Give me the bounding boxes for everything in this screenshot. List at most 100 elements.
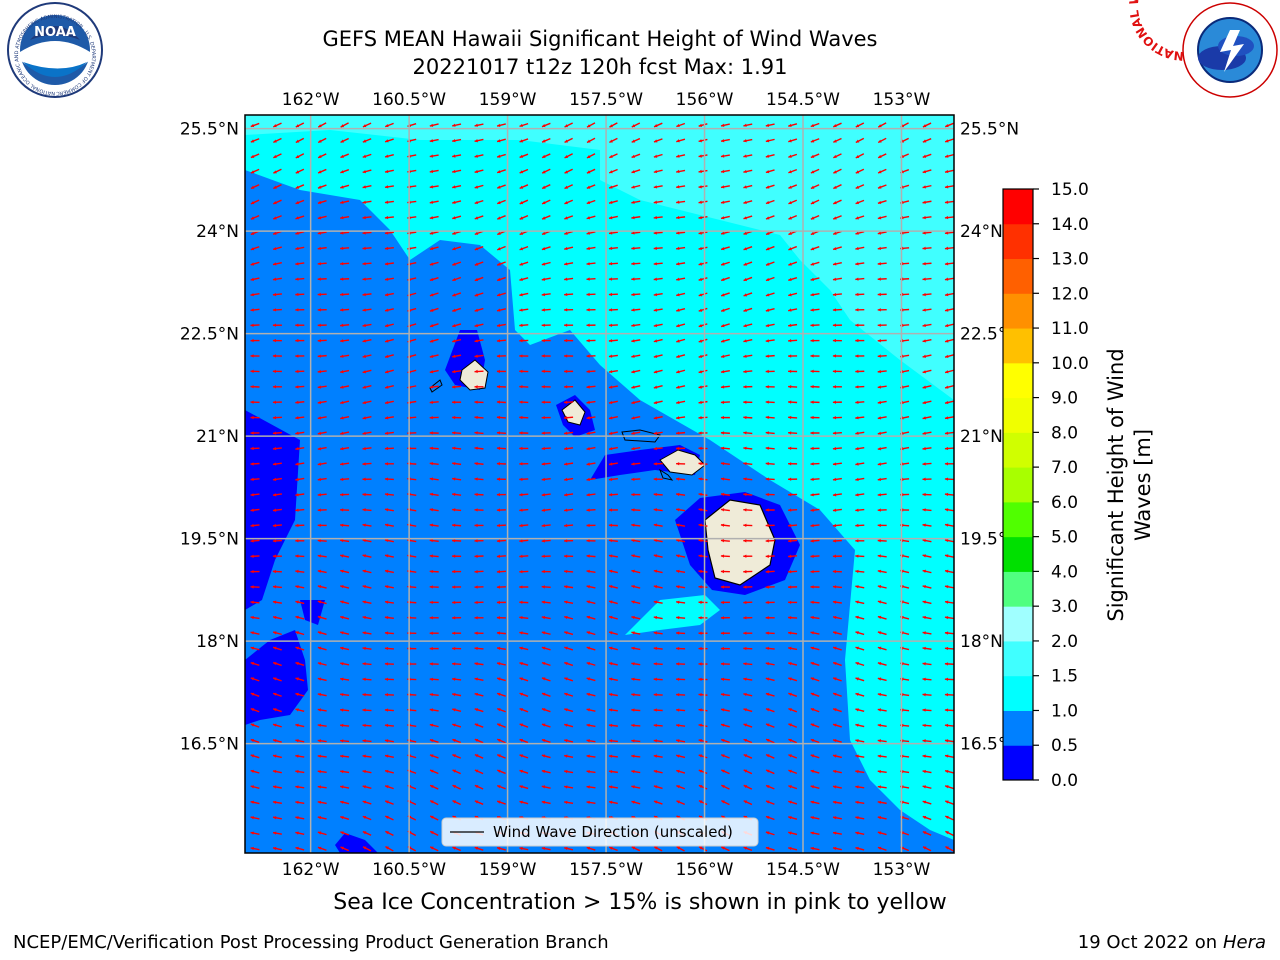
wind-arrow-934 (384, 569, 394, 574)
wind-arrow-1139 (676, 662, 686, 666)
wind-arrow-1372 (877, 769, 887, 774)
wind-arrow-1150 (922, 662, 932, 666)
wind-arrow-184 (788, 199, 798, 205)
wind-arrow-951 (765, 570, 775, 574)
wind-arrow-1333 (720, 754, 730, 759)
wind-arrow-681 (452, 446, 462, 450)
wind-arrow-104 (429, 169, 439, 174)
wind-arrow-563 (676, 385, 686, 389)
wind-arrow-1421 (541, 800, 551, 805)
wind-arrow-251 (855, 230, 865, 235)
wind-arrow-1169 (631, 677, 641, 681)
wind-arrow-812 (519, 508, 529, 512)
wind-arrow-1345 (272, 769, 282, 774)
wind-arrow-398 (564, 308, 574, 312)
wind-arrow-697 (810, 446, 820, 451)
wind-arrow-912 (608, 554, 618, 558)
wind-arrow-1260 (519, 723, 529, 728)
wind-arrow-1199 (586, 692, 596, 697)
wind-arrow-1322 (474, 753, 484, 759)
wind-arrow-787 (676, 492, 686, 497)
wind-arrow-683 (496, 446, 506, 450)
footer-host: Hera (1222, 932, 1266, 953)
wind-arrow-460 (519, 338, 529, 343)
wind-arrow-823 (765, 508, 775, 512)
wind-arrow-763 (855, 477, 865, 482)
wind-arrow-155 (855, 184, 865, 190)
wind-arrow-1328 (608, 754, 618, 758)
wind-arrow-526 (564, 369, 574, 374)
wind-arrow-1420 (519, 800, 529, 805)
wind-arrow-181 (720, 200, 730, 204)
wind-arrow-1371 (855, 769, 865, 774)
wind-arrow-1308 (877, 739, 887, 743)
wind-arrow-478 (922, 339, 932, 343)
wind-arrow-993 (272, 600, 282, 604)
wind-arrow-869 (362, 538, 372, 543)
wind-arrow-474 (832, 338, 842, 343)
colorbar-segment-8 (1003, 467, 1033, 503)
wind-arrow-178 (653, 200, 663, 204)
wind-arrow-258 (295, 246, 305, 251)
wind-arrow-1054 (922, 615, 932, 620)
wind-arrow-252 (877, 231, 887, 235)
wind-arrow-1444 (340, 815, 350, 820)
wind-arrow-1194 (474, 692, 484, 697)
wind-arrow-1038 (564, 615, 574, 620)
wind-arrow-722 (653, 462, 663, 466)
colorbar-segment-10 (1003, 397, 1033, 433)
wind-arrow-642 (295, 431, 305, 435)
wind-arrow-610 (295, 416, 305, 420)
wind-arrow-1279 (944, 723, 954, 728)
wind-arrow-1305 (810, 738, 820, 744)
wind-arrow-265 (452, 246, 462, 251)
wind-arrow-1207 (765, 692, 775, 697)
wind-arrow-1103 (586, 646, 596, 651)
wind-arrow-546 (295, 385, 305, 389)
wind-arrow-1274 (832, 723, 842, 728)
wind-arrow-1332 (698, 754, 708, 759)
wind-arrow-185 (810, 199, 820, 205)
wind-arrow-461 (541, 338, 551, 343)
wind-arrow-1193 (452, 692, 462, 697)
wind-arrow-578 (295, 400, 305, 405)
wind-arrow-1093 (362, 646, 372, 651)
lat-tick-left-0: 25.5°N (180, 120, 239, 140)
wind-arrow-272 (608, 246, 618, 251)
wind-arrow-675 (317, 446, 327, 451)
wind-arrow-899 (317, 554, 327, 558)
wind-arrow-392 (429, 307, 439, 312)
wind-arrow-852 (698, 523, 708, 527)
wind-arrow-1335 (765, 753, 775, 759)
wind-arrow-784 (608, 493, 618, 497)
wind-arrow-166 (384, 200, 394, 204)
wind-arrow-273 (631, 246, 641, 250)
wind-arrow-1532 (877, 846, 887, 851)
wind-arrow-1233 (631, 708, 641, 712)
wind-arrow-1263 (586, 723, 596, 728)
wind-arrow-47 (586, 137, 596, 144)
wind-arrow-834 (295, 523, 305, 528)
wind-arrow-1353 (452, 769, 461, 775)
wind-arrow-1424 (608, 800, 618, 805)
wind-arrow-614 (384, 416, 394, 420)
wind-arrow-1160 (429, 677, 439, 681)
wind-arrow-1311 (944, 739, 954, 743)
wind-arrow-633 (810, 415, 820, 420)
lat-tick-right-0: 25.5°N (960, 120, 1019, 140)
wind-arrow-977 (631, 585, 641, 589)
wind-arrow-1382 (384, 785, 394, 790)
wind-arrow-1022 (922, 600, 932, 605)
wind-arrow-717 (541, 462, 551, 466)
wind-arrow-1286 (384, 739, 394, 743)
wind-arrow-322 (295, 277, 305, 281)
wind-arrow-1135 (586, 661, 596, 666)
wind-arrow-6 (384, 122, 394, 128)
wind-arrow-1256 (429, 723, 439, 728)
wind-arrow-1360 (608, 769, 618, 774)
wind-arrow-74 (474, 154, 484, 158)
wind-arrow-1086 (922, 631, 932, 635)
lat-tick-right-3: 21°N (960, 427, 1003, 447)
wind-arrow-342 (743, 276, 753, 282)
wind-arrow-375 (765, 292, 775, 297)
